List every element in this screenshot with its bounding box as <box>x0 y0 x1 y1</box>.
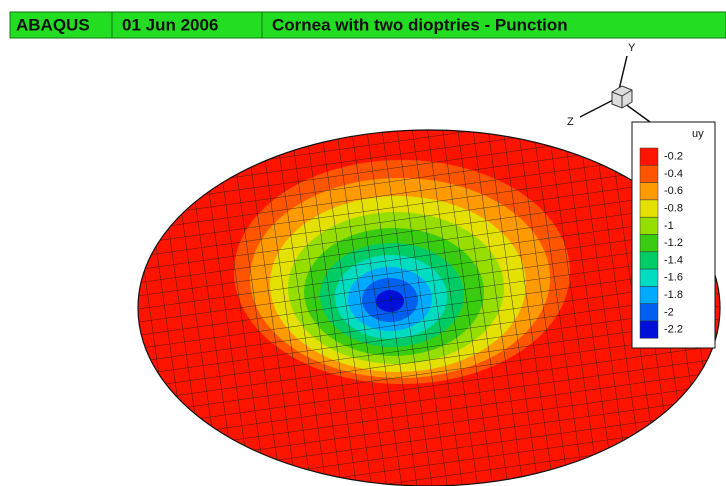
legend-label: -1 <box>664 220 674 232</box>
legend-label: -1.4 <box>664 254 683 266</box>
legend-swatch <box>639 147 659 166</box>
legend-label: -0.4 <box>664 168 683 180</box>
header-field: 01 Jun 2006 <box>122 15 218 34</box>
legend: uy -0.2 -0.4 -0.6 -0.8 -1 -1.2 -1.4 -1.6 -1.8 -2 -… <box>631 121 716 349</box>
legend-label: -1.6 <box>664 272 683 284</box>
legend-swatch <box>639 320 659 339</box>
legend-swatch <box>639 165 659 183</box>
cornea-outline <box>137 129 721 486</box>
legend-label: -0.2 <box>664 151 683 163</box>
header-field: ABAQUS <box>16 15 90 34</box>
legend-swatch <box>639 286 659 304</box>
legend-label: -1.8 <box>664 289 683 301</box>
legend-swatch <box>639 199 659 218</box>
legend-label: -0.8 <box>664 202 683 214</box>
axis-label: Y <box>628 42 636 54</box>
header-field: Cornea with two dioptries - Punction <box>272 15 568 34</box>
legend-title: uy <box>692 128 704 140</box>
title-bar <box>9 11 726 39</box>
cornea-mesh <box>138 130 720 486</box>
legend-swatch <box>639 303 659 322</box>
legend-swatch <box>639 182 659 201</box>
legend-swatch <box>639 216 659 235</box>
legend-swatch <box>639 268 659 287</box>
legend-swatch <box>639 234 659 253</box>
axis-label: Z <box>567 116 574 128</box>
legend-swatch <box>639 251 659 270</box>
legend-label: -2 <box>664 306 674 318</box>
legend-label: -0.6 <box>664 185 683 197</box>
axis-triad: Y Z <box>567 42 651 128</box>
legend-label: -2.2 <box>664 324 683 336</box>
legend-label: -1.2 <box>664 237 683 249</box>
